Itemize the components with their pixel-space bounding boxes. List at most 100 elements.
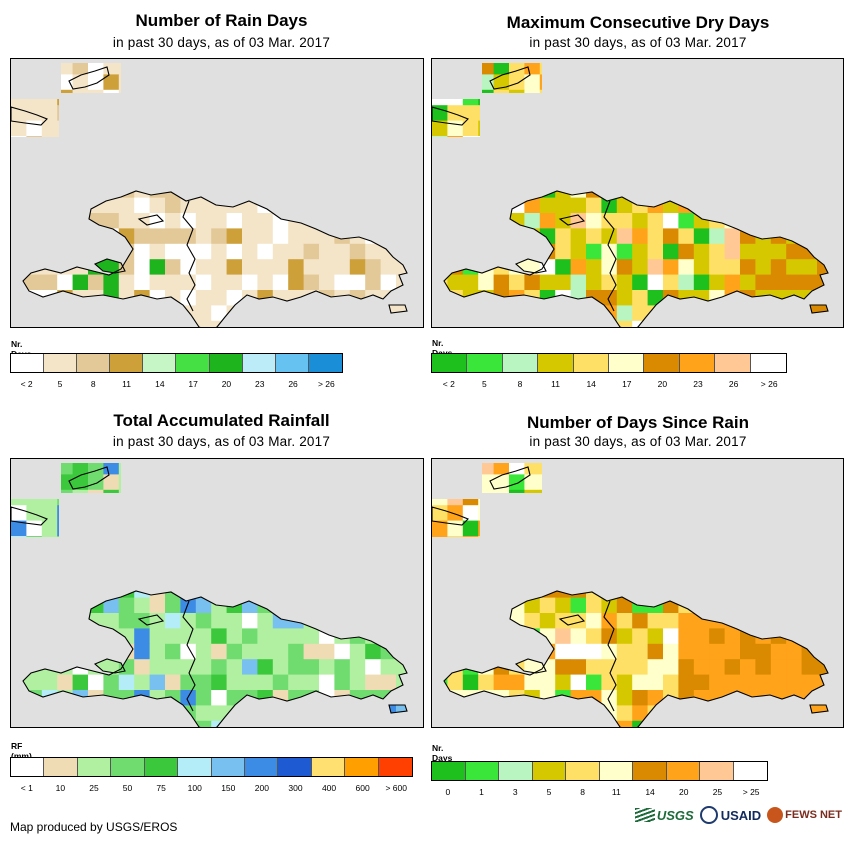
raster-cell [570,243,587,260]
raster-cell [211,690,228,706]
raster-cell [616,520,633,537]
raster-cell [724,551,741,568]
raster-cell [801,120,818,137]
raster-cell [411,613,423,629]
raster-cell [740,690,756,706]
raster-cell [11,166,27,183]
raster-cell [211,474,228,491]
legend-label: 14 [645,787,655,797]
raster-cell [509,551,525,568]
raster-cell [663,63,679,75]
raster-cell [493,551,510,568]
raster-cell [72,674,89,691]
raster-cell [524,566,541,583]
raster-cell [478,166,495,183]
raster-cell [647,582,664,599]
raster-cell [586,720,602,727]
raster-cell [180,243,197,260]
bahamas-outline [68,466,110,490]
raster-cell [693,89,710,106]
raster-cell [149,243,166,260]
raster-cell [72,536,89,552]
raster-cell [180,213,197,229]
raster-cell [462,659,479,676]
raster-cell [493,505,510,522]
panel-subtitle: in past 30 days, as of 03 Mar. 2017 [112,434,331,449]
raster-cell [709,243,726,260]
raster-cell [396,520,407,537]
raster-cell [149,182,166,199]
raster-cell [586,659,602,676]
raster-cell [411,305,423,321]
raster-cell [165,228,181,245]
raster-cell [509,320,525,327]
raster-cell [303,305,320,322]
raster-cell [663,228,679,245]
raster-cell [26,582,43,599]
raster-cell [786,290,803,306]
raster-cell [724,182,741,199]
raster-cell [693,597,710,614]
legend-swatch [700,762,734,780]
raster-cell [134,182,151,199]
raster-cell [586,674,602,691]
raster-cell [103,228,120,245]
raster-cell [57,643,74,660]
raster-cell [211,228,228,245]
raster-cell [709,105,726,122]
raster-cell [26,136,43,152]
raster-cell [663,151,679,168]
raster-cell [288,136,305,152]
raster-cell [134,705,151,722]
raster-cell [647,566,664,583]
raster-cell [555,120,572,137]
raster-cell [647,551,664,568]
raster-cell [616,705,633,722]
legend-label: 150 [221,783,236,793]
raster-cell [509,213,525,229]
legend-title: RF (mm) [11,741,32,761]
raster-cell [349,566,366,583]
raster-cell [118,63,135,75]
raster-cell [693,305,710,322]
raster-cell [272,63,289,75]
raster-cell [724,520,741,537]
raster-cell [478,228,495,245]
raster-cell [349,136,366,152]
raster-cell [41,320,58,327]
raster-cell [396,136,407,152]
raster-cell [303,705,320,722]
raster-cell [11,463,27,475]
raster-cell [539,166,556,183]
raster-cell [211,259,228,276]
usgs-logo-text: USGS [656,807,694,823]
raster-cell [242,551,258,568]
raster-cell [288,705,305,722]
raster-cell [272,151,289,168]
raster-cell [462,520,479,537]
raster-cell [770,520,787,537]
raster-cell [72,63,89,75]
raster-cell [72,505,89,522]
raster-cell [26,166,43,183]
raster-cell [257,63,274,75]
raster-cell [165,243,181,260]
raster-cell [11,228,27,245]
raster-cell [211,74,228,91]
island-outline [443,590,829,727]
raster-cell [601,290,618,306]
raster-cell [211,463,228,475]
raster-cell [616,613,633,629]
raster-cell [509,505,525,522]
raster-cell [349,536,366,552]
raster-cell [509,182,525,199]
raster-cell [832,167,843,183]
legend-swatch [278,758,312,776]
raster-cell [755,120,772,137]
legend-swatch [609,354,645,372]
raster-cell [334,151,351,168]
raster-cell [801,613,818,629]
raster-cell [272,320,289,327]
raster-cell [288,259,305,276]
raster-cell [88,628,104,645]
